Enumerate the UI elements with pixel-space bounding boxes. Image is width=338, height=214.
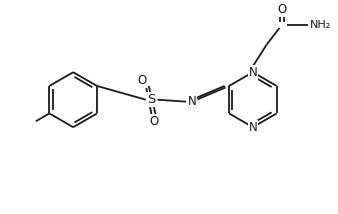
Text: N: N bbox=[248, 121, 257, 134]
Text: NH₂: NH₂ bbox=[310, 20, 331, 30]
Text: N: N bbox=[248, 66, 257, 79]
Text: O: O bbox=[278, 3, 287, 16]
Text: O: O bbox=[149, 115, 158, 128]
Text: O: O bbox=[137, 74, 147, 87]
Text: S: S bbox=[148, 93, 156, 106]
Text: N: N bbox=[188, 95, 196, 108]
